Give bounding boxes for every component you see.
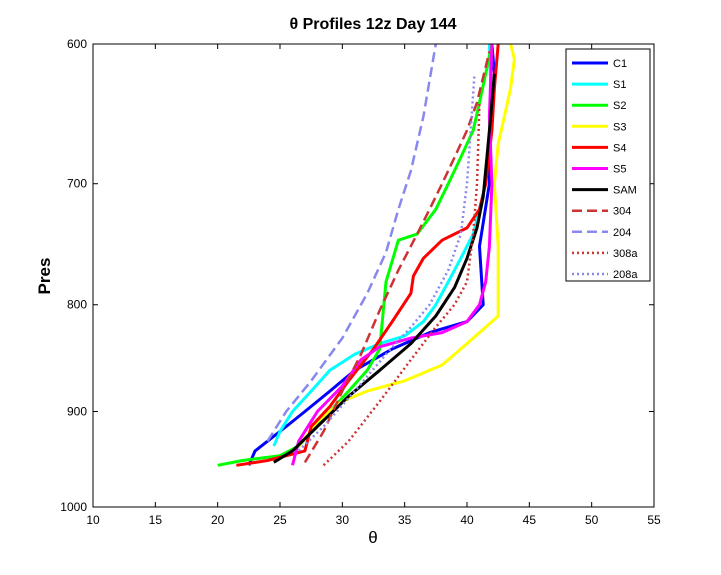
y-axis-label: Pres xyxy=(35,258,54,295)
x-tick-label: 50 xyxy=(585,513,599,527)
series-line-s5 xyxy=(291,44,494,466)
y-tick-label: 800 xyxy=(67,298,87,312)
legend-label-308a: 308a xyxy=(613,248,638,260)
x-axis: 10 15 20 25 30 35 40 45 50 55 xyxy=(86,44,661,527)
x-tick-label: 55 xyxy=(647,513,661,527)
x-tick-label: 45 xyxy=(523,513,537,527)
x-tick-label: 15 xyxy=(149,513,163,527)
x-axis-label: θ xyxy=(368,528,377,547)
legend: C1 S1 S2 S3 S4 S5 SAM 304 204 308a 208a xyxy=(565,48,651,282)
legend-label-208a: 208a xyxy=(613,269,638,281)
series-line-308a xyxy=(322,102,481,467)
x-tick-label: 30 xyxy=(336,513,350,527)
y-axis: 600 700 800 900 1000 xyxy=(60,37,654,514)
plot-area xyxy=(93,44,654,507)
series-line-sam xyxy=(273,73,496,464)
legend-label-s4: S4 xyxy=(613,142,626,154)
x-tick-label: 40 xyxy=(460,513,474,527)
chart-title: θ Profiles 12z Day 144 xyxy=(290,16,457,33)
y-tick-label: 600 xyxy=(67,37,87,51)
legend-label-s3: S3 xyxy=(613,121,626,133)
legend-label-304: 304 xyxy=(613,206,631,218)
x-tick-label: 10 xyxy=(86,513,100,527)
y-tick-label: 700 xyxy=(67,177,87,191)
plot-frame xyxy=(92,43,655,508)
legend-label-sam: SAM xyxy=(613,185,637,197)
legend-box xyxy=(565,48,651,282)
x-tick-label: 25 xyxy=(273,513,287,527)
series-line-s3 xyxy=(297,44,516,448)
legend-label-s2: S2 xyxy=(613,100,626,112)
legend-label-c1: C1 xyxy=(613,58,627,70)
series-line-304 xyxy=(303,51,491,464)
legend-label-s5: S5 xyxy=(613,164,626,176)
legend-label-204: 204 xyxy=(613,227,631,239)
series-line-208a xyxy=(297,73,476,452)
series-layer xyxy=(217,44,516,467)
x-tick-label: 35 xyxy=(398,513,412,527)
x-tick-label: 20 xyxy=(211,513,225,527)
series-line-204 xyxy=(266,44,438,442)
y-tick-label: 1000 xyxy=(60,500,87,514)
legend-label-s1: S1 xyxy=(613,79,626,91)
y-tick-label: 900 xyxy=(67,405,87,419)
